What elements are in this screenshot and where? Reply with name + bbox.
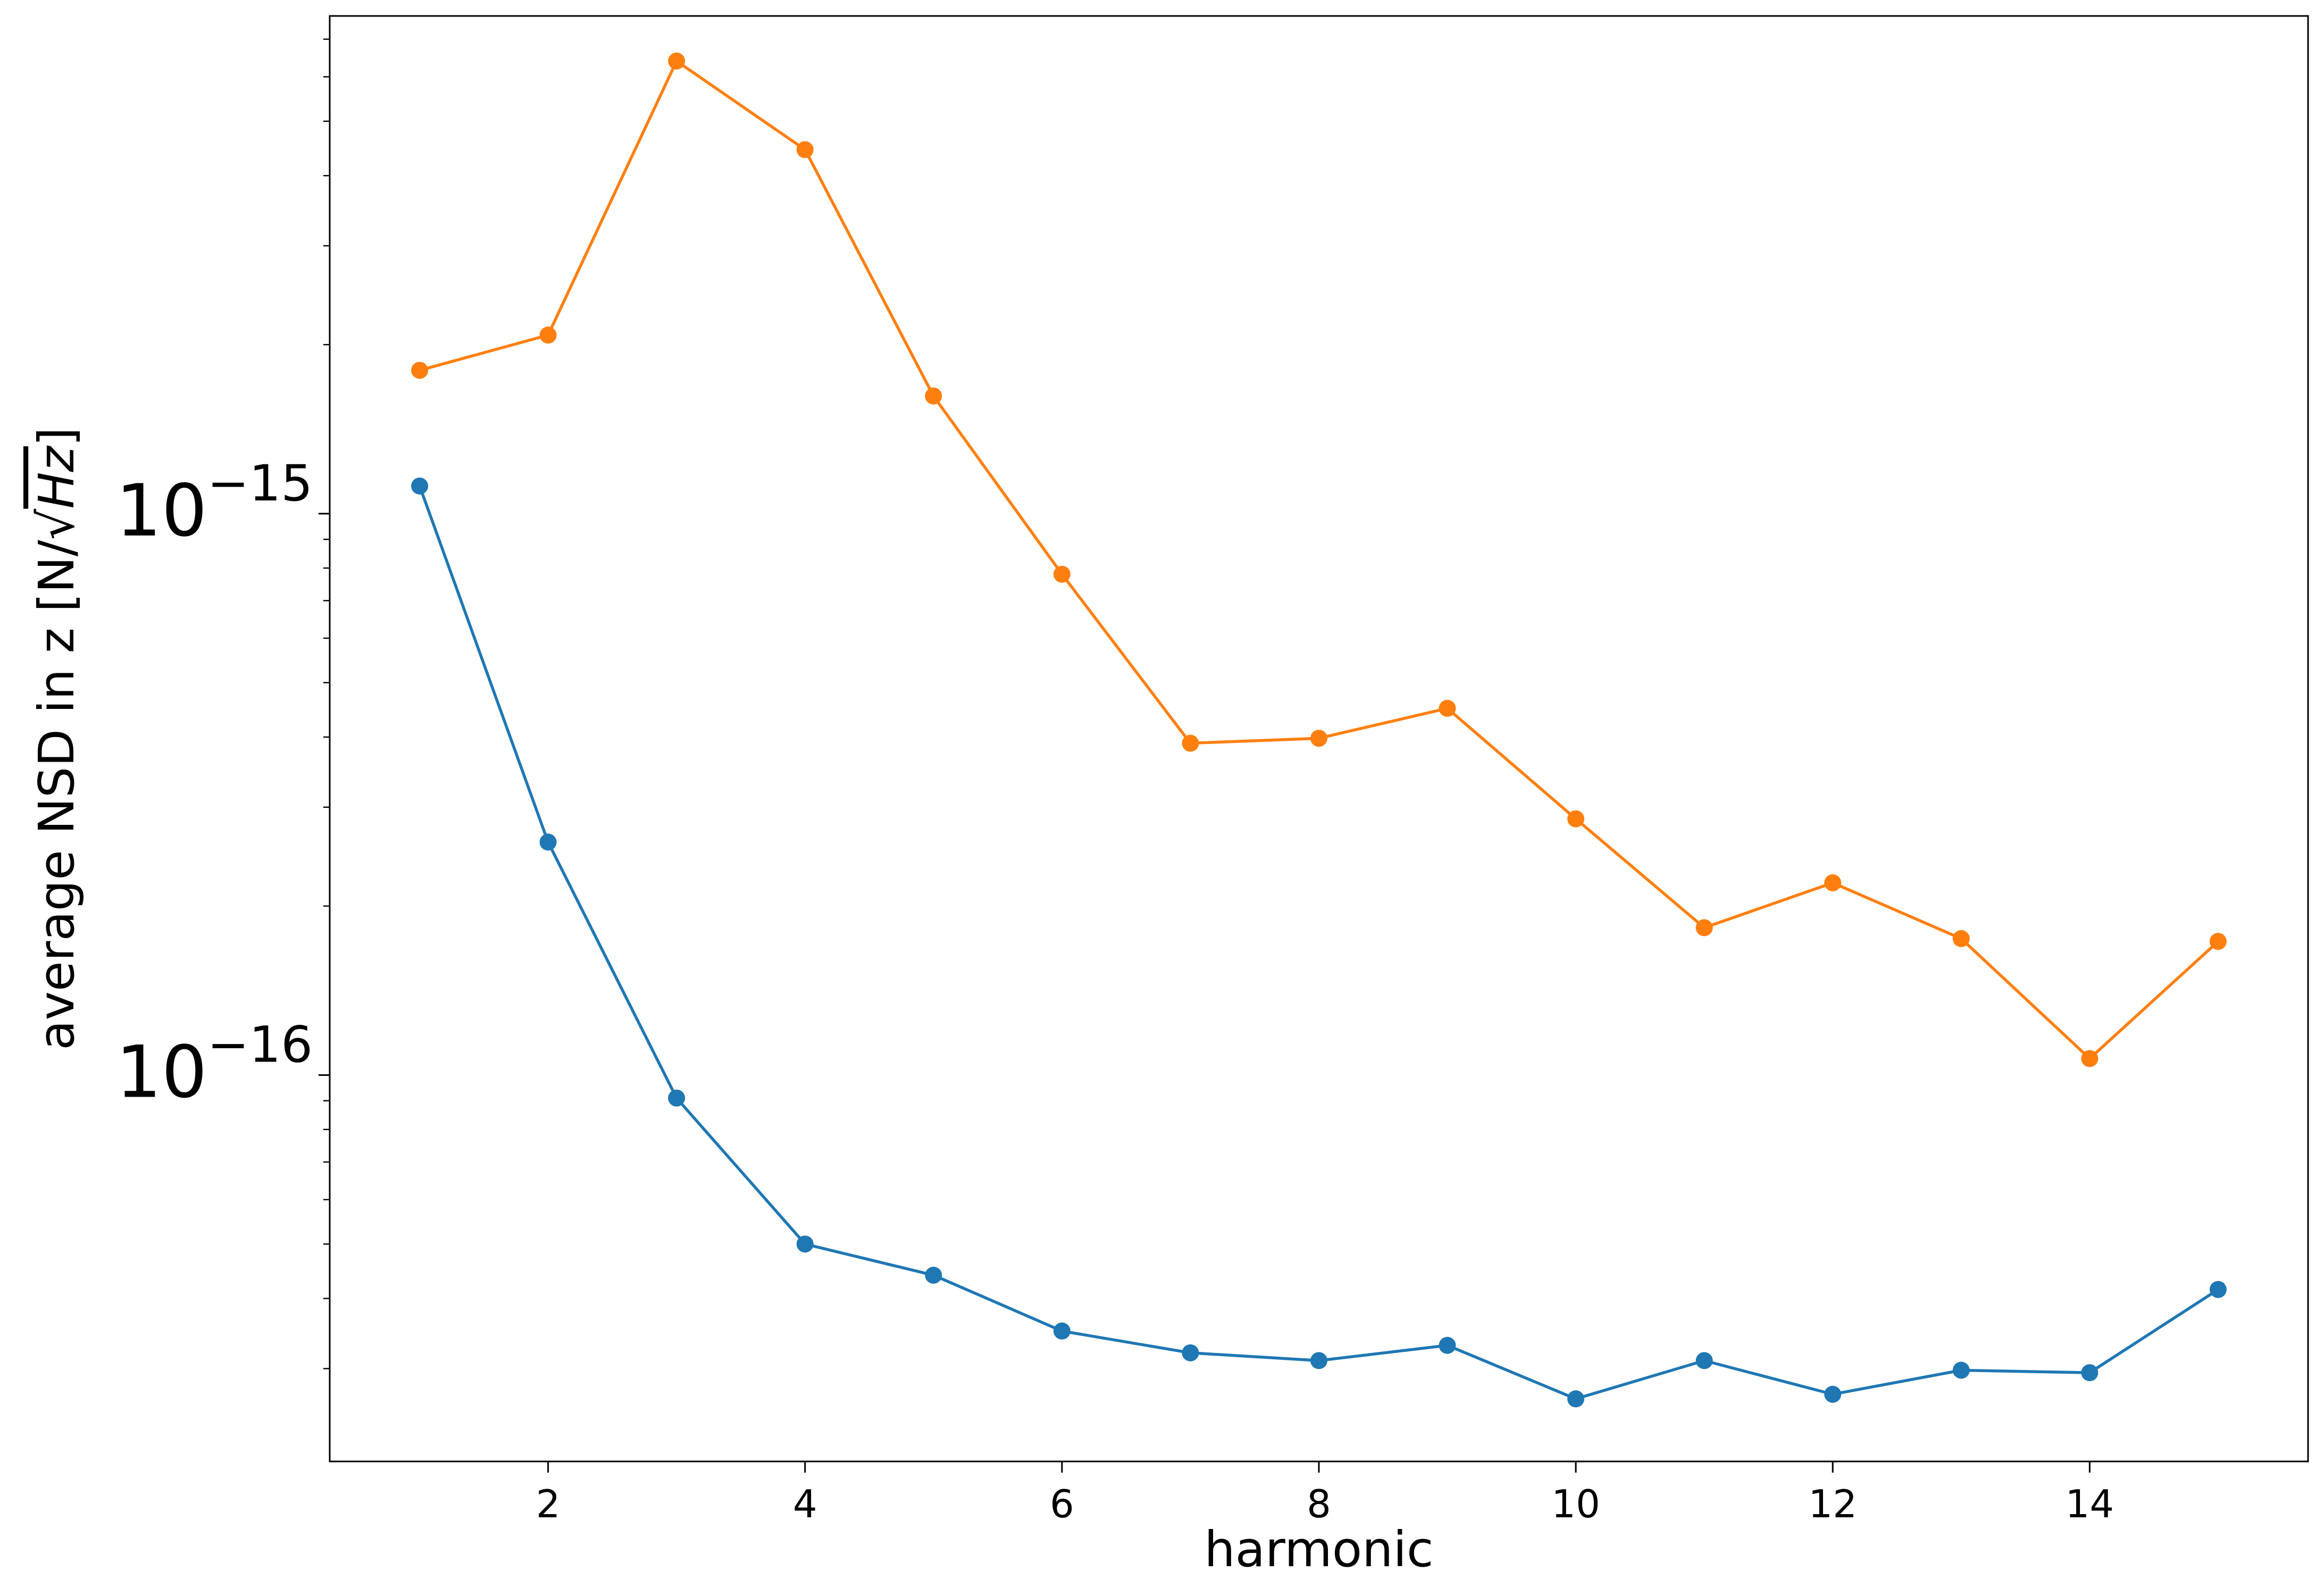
x-tick-label: 12 — [1808, 1482, 1857, 1526]
data-point — [411, 362, 429, 379]
data-point — [2081, 1050, 2099, 1067]
data-point — [1824, 1385, 1842, 1403]
data-point — [1439, 699, 1456, 717]
x-tick-label: 4 — [793, 1482, 817, 1526]
data-point — [539, 327, 557, 344]
series-layer — [411, 52, 2227, 1408]
y-tick-base: 10 — [116, 1030, 207, 1114]
y-tick-base: 10 — [116, 469, 207, 553]
data-point — [1952, 930, 1970, 947]
data-point — [796, 1235, 814, 1253]
data-point — [2081, 1364, 2099, 1382]
x-axis-ticks: 2 4 6 8 10 12 14 — [536, 1461, 2114, 1526]
plot-frame — [329, 15, 2309, 1463]
data-point — [1695, 1352, 1713, 1369]
svg-text:average NSD in z [N/√Hz]: average NSD in z [N/√Hz] — [28, 427, 85, 1050]
data-point — [1695, 919, 1713, 937]
data-point — [1824, 874, 1842, 891]
y-tick-label: 10−15 — [116, 455, 313, 553]
data-point — [796, 141, 814, 158]
data-point — [1182, 1344, 1199, 1361]
data-point — [1053, 1322, 1071, 1340]
data-point — [1053, 565, 1071, 583]
series-1 — [411, 477, 2227, 1408]
y-axis-label-radical: √ — [28, 508, 85, 540]
y-axis-label: average NSD in z [N/√Hz] — [28, 427, 85, 1050]
x-tick-label: 8 — [1307, 1482, 1331, 1526]
data-point — [1310, 730, 1327, 747]
y-tick-exponent: −15 — [207, 455, 313, 513]
data-point — [668, 1089, 686, 1107]
data-point — [1952, 1361, 1970, 1379]
data-point — [1182, 734, 1199, 752]
x-tick-label: 10 — [1551, 1482, 1600, 1526]
data-point — [539, 833, 557, 851]
data-point — [2209, 1281, 2227, 1298]
x-tick-label: 6 — [1050, 1482, 1074, 1526]
data-point — [925, 387, 942, 405]
x-axis-label: harmonic — [1204, 1521, 1433, 1578]
data-point — [411, 477, 429, 495]
x-tick-label: 2 — [536, 1482, 561, 1526]
data-point — [1567, 1390, 1585, 1408]
y-tick-label: 10−16 — [116, 1016, 313, 1114]
data-point — [2209, 933, 2227, 950]
x-tick-label: 14 — [2066, 1482, 2114, 1526]
data-point — [1439, 1336, 1456, 1354]
y-axis-label-suffix: ] — [28, 427, 85, 446]
data-point — [925, 1266, 942, 1284]
y-axis-label-prefix: average NSD in z [N/ — [28, 540, 85, 1050]
y-axis-label-radicand: Hz — [28, 445, 85, 508]
data-point — [1310, 1352, 1327, 1369]
data-point — [668, 52, 686, 70]
y-tick-exponent: −16 — [207, 1016, 313, 1074]
series-2 — [411, 52, 2227, 1067]
data-point — [1567, 810, 1585, 828]
